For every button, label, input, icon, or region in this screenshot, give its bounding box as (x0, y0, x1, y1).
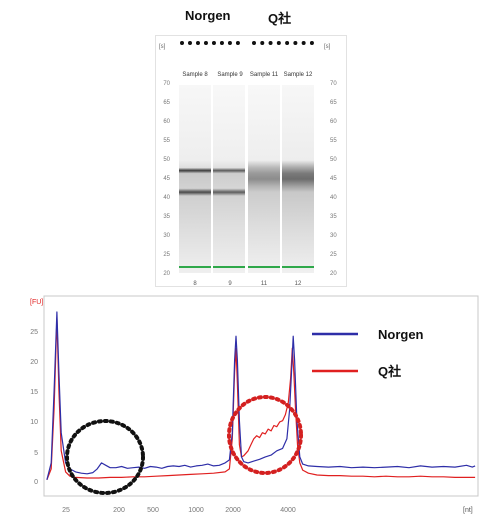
gel-tick-left-25: 25 (163, 252, 170, 258)
highlight-circle-black (65, 419, 145, 495)
x-tick-500: 500 (147, 507, 159, 514)
highlight-circle-red (227, 395, 303, 475)
gel-tick-right-60: 60 (330, 119, 337, 125)
gel-tick-left-65: 65 (163, 100, 170, 106)
gel-tick-left-70: 70 (163, 81, 170, 87)
gel-marker-band-1 (179, 266, 211, 268)
x-tick-1000: 1000 (188, 507, 204, 514)
series-layer (46, 311, 476, 481)
legend-label-norgen: Norgen (378, 327, 424, 342)
lane-number-2: 9 (228, 281, 232, 287)
gel-marker-band-4 (282, 266, 314, 268)
gel-marker-band-2 (213, 266, 245, 268)
lane-number-3: 11 (260, 281, 268, 287)
series-line-norgen (46, 311, 476, 480)
gel-lane-2 (213, 85, 245, 273)
y-axis-ticks: 0 5 10 15 20 25 (30, 329, 38, 486)
q-dotted-marker (252, 41, 314, 45)
y-tick-20: 20 (30, 359, 38, 366)
norgen-dotted-marker (180, 41, 240, 45)
y-unit-label: [FU] (30, 299, 43, 306)
gel-unit-left: [s] (159, 44, 166, 50)
y-tick-10: 10 (30, 419, 38, 426)
gel-tick-right-35: 35 (330, 214, 337, 220)
gel-tick-right-20: 20 (330, 271, 337, 277)
gel-tick-right-40: 40 (330, 195, 337, 201)
y-tick-25: 25 (30, 329, 38, 336)
gel-tick-left-30: 30 (163, 233, 170, 239)
y-tick-15: 15 (30, 389, 38, 396)
gel-tick-left-40: 40 (163, 195, 170, 201)
gel-tick-left-45: 45 (163, 176, 170, 182)
gel-tick-left-60: 60 (163, 119, 170, 125)
y-tick-5: 5 (34, 450, 38, 457)
gel-tick-right-65: 65 (330, 100, 337, 106)
gel-tick-right-25: 25 (330, 252, 337, 258)
gel-tick-right-50: 50 (330, 157, 337, 163)
gel-tick-left-20: 20 (163, 271, 170, 277)
gel-tick-right-55: 55 (330, 138, 337, 144)
gel-unit-right: [s] (324, 44, 331, 50)
gel-tick-left-50: 50 (163, 157, 170, 163)
gel-lane-3 (248, 85, 280, 273)
x-tick-25: 25 (62, 507, 70, 514)
electropherogram-chart: [FU] [nt] 0 5 10 15 20 25 25 200 500 100… (30, 295, 479, 514)
x-axis-ticks: 25 200 500 1000 2000 4000 (62, 507, 296, 514)
gel-tick-right-70: 70 (330, 81, 337, 87)
gel-marker-band-3 (248, 266, 280, 268)
legend-label-q: Q社 (378, 364, 401, 379)
x-tick-4000: 4000 (280, 507, 296, 514)
gel-tick-left-35: 35 (163, 214, 170, 220)
y-tick-0: 0 (34, 479, 38, 486)
x-unit-label: [nt] (463, 507, 473, 514)
x-tick-200: 200 (113, 507, 125, 514)
gel-lane-1 (179, 85, 211, 273)
series-line-q (46, 317, 476, 481)
lane-name-3: Sample 11 (249, 72, 279, 78)
lane-name-1: Sample 8 (182, 72, 208, 78)
lane-name-2: Sample 9 (217, 72, 243, 78)
gel-header-norgen: Norgen (185, 8, 231, 23)
x-tick-2000: 2000 (225, 507, 241, 514)
lane-number-4: 12 (294, 281, 302, 287)
gel-header-q: Q社 (268, 11, 292, 26)
gel-tick-right-45: 45 (330, 176, 337, 182)
gel-tick-right-30: 30 (330, 233, 337, 239)
gel-lane-4 (282, 85, 314, 273)
lane-name-4: Sample 12 (283, 72, 313, 78)
gel-tick-left-55: 55 (163, 138, 170, 144)
lane-number-1: 8 (193, 281, 197, 287)
